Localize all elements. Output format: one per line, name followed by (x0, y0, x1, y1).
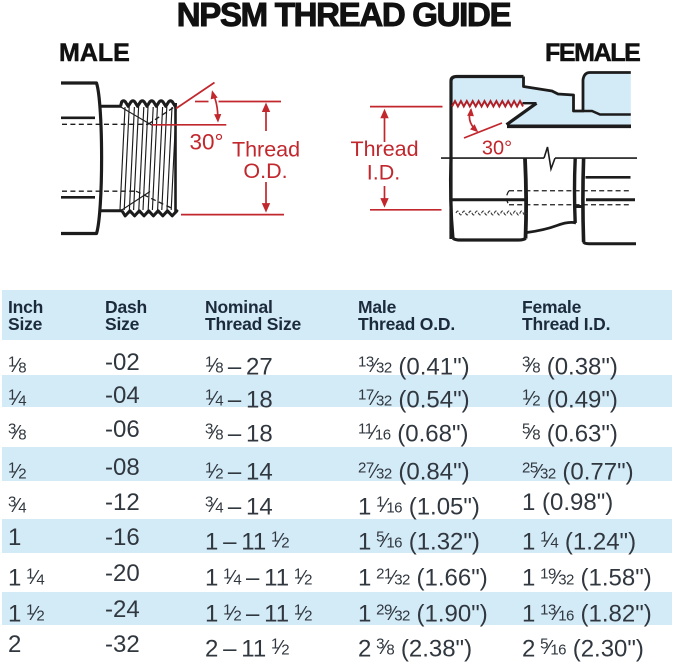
svg-text:I.D.: I.D. (367, 161, 400, 185)
svg-text:Thread: Thread (350, 137, 418, 161)
svg-text:30°: 30° (189, 130, 223, 155)
svg-text:O.D.: O.D. (243, 159, 287, 183)
svg-text:Thread: Thread (232, 138, 300, 162)
svg-text:30°: 30° (482, 138, 512, 160)
